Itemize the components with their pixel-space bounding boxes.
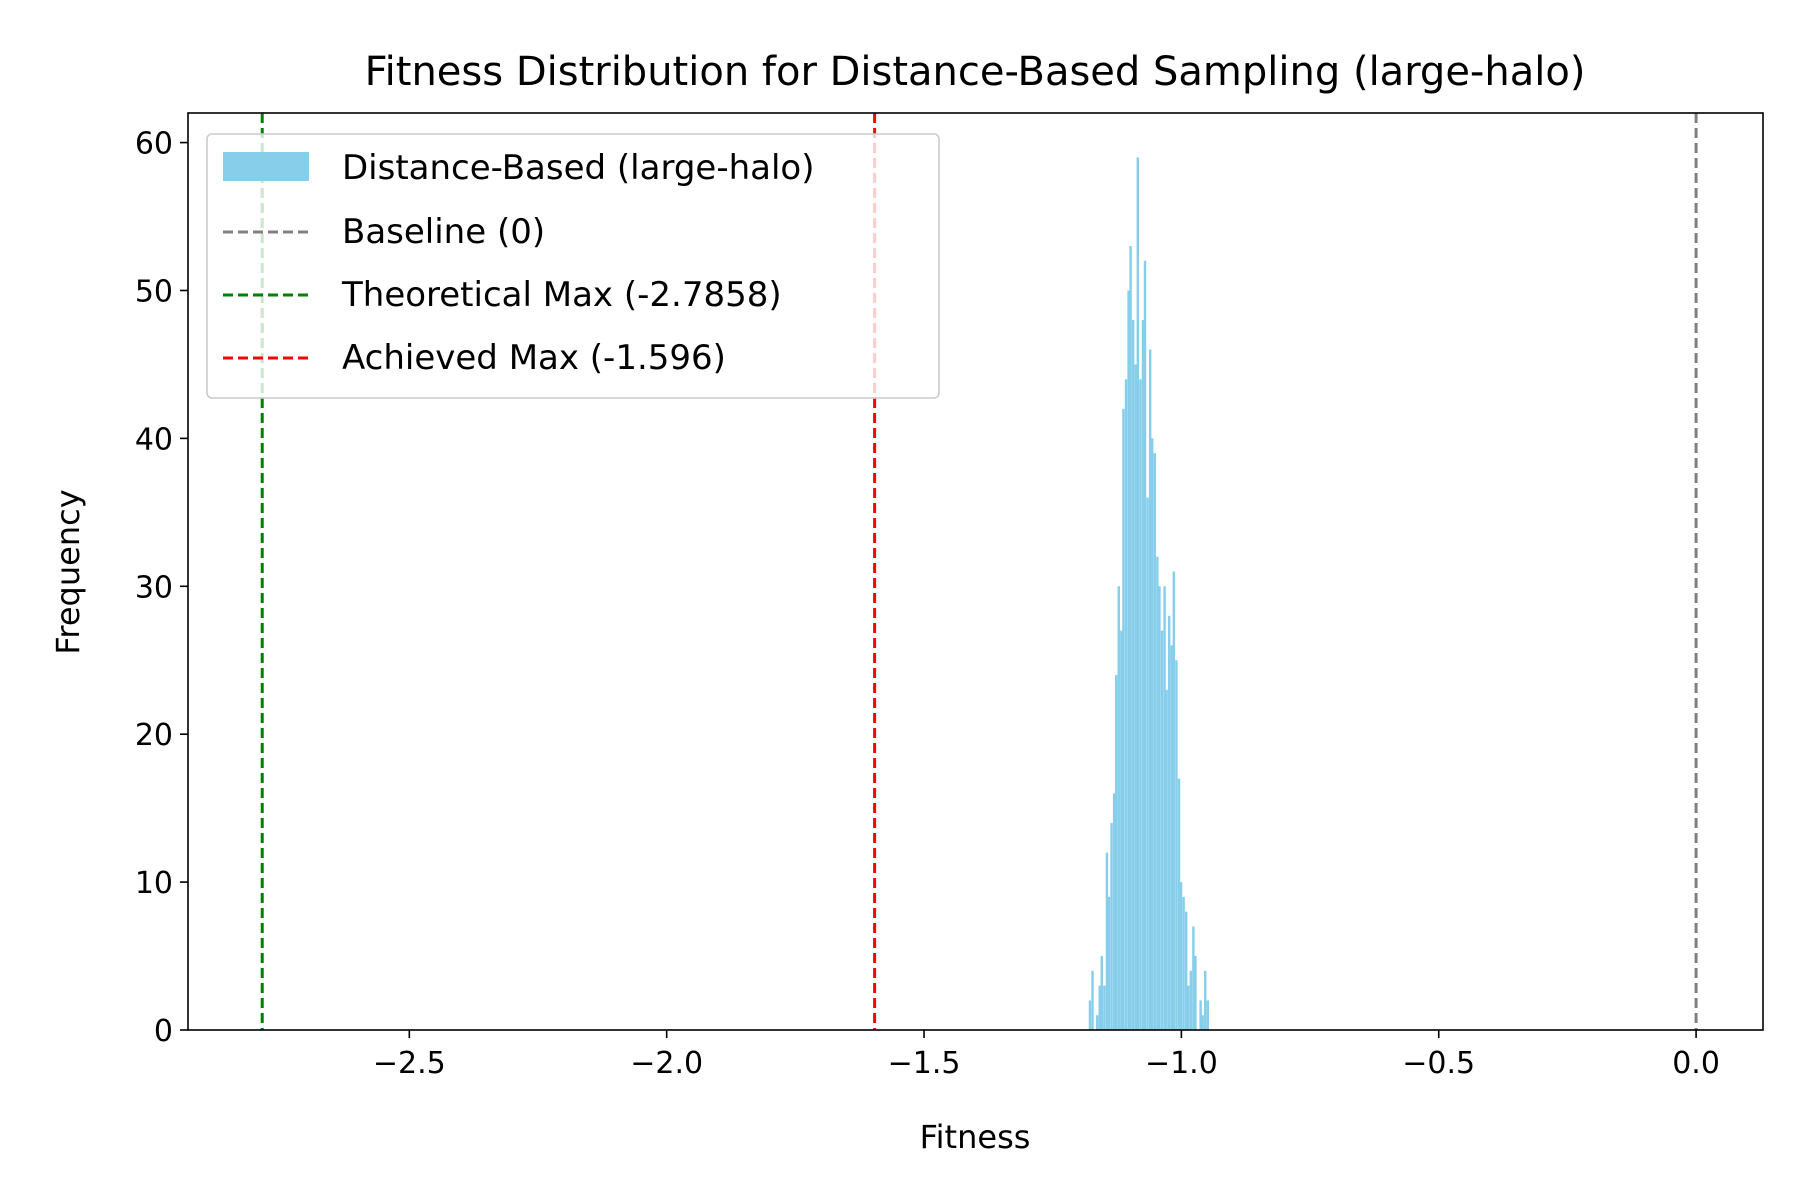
histogram-bar xyxy=(1124,379,1128,1031)
legend-frame xyxy=(206,133,940,399)
y-tick-label: 20 xyxy=(135,718,173,753)
histogram-bar xyxy=(1175,660,1178,1030)
x-tick-label: −1.5 xyxy=(888,1046,961,1081)
legend-label-baseline: Baseline (0) xyxy=(342,212,545,252)
y-tick-label: 10 xyxy=(135,866,173,901)
histogram-bar xyxy=(1160,630,1164,1030)
histogram-bar xyxy=(1088,1000,1092,1030)
y-axis-label: Frequency xyxy=(49,489,87,654)
histogram-bar xyxy=(1146,497,1149,1030)
histogram-bar xyxy=(1100,956,1103,1030)
histogram-bar xyxy=(1179,882,1183,1030)
histogram-bar xyxy=(1105,852,1109,1030)
histogram-bar xyxy=(1120,630,1123,1030)
histogram-bar xyxy=(1168,615,1171,1030)
histogram-bar xyxy=(1199,1000,1202,1030)
histogram-bar xyxy=(1204,970,1207,1030)
y-tick-label: 30 xyxy=(135,570,173,605)
x-tick-label: −2.0 xyxy=(630,1046,703,1081)
x-tick-label: −2.5 xyxy=(373,1046,446,1081)
y-axis-ticks: 0 10 20 30 40 50 60 xyxy=(135,127,188,1049)
histogram-bar xyxy=(1122,408,1125,1030)
legend: Distance-Based (large-halo) Baseline (0)… xyxy=(206,133,940,399)
x-axis-ticks: −2.5 −2.0 −1.5 −1.0 −0.5 0.0 xyxy=(373,1030,1720,1081)
histogram-bar xyxy=(1172,571,1176,1030)
histogram-bar xyxy=(1184,911,1188,1030)
histogram-bar xyxy=(1141,320,1145,1030)
histogram-bar xyxy=(1107,896,1111,1030)
histogram-bar xyxy=(1170,645,1173,1030)
legend-label-achieved-max: Achieved Max (-1.596) xyxy=(342,338,726,378)
histogram-bar xyxy=(1103,985,1106,1030)
histogram-bar xyxy=(1158,586,1161,1030)
histogram-bar xyxy=(1182,896,1185,1030)
histogram-bar xyxy=(1153,453,1157,1030)
histogram-bar xyxy=(1163,586,1166,1030)
histogram-bar xyxy=(1117,586,1120,1030)
histogram-bar xyxy=(1151,438,1154,1030)
histogram-bar xyxy=(1098,985,1101,1030)
histogram-bar xyxy=(1194,956,1197,1030)
x-tick-label: −0.5 xyxy=(1402,1046,1475,1081)
histogram-bar xyxy=(1187,985,1190,1030)
histogram-bar xyxy=(1134,364,1137,1030)
histogram-bar xyxy=(1165,689,1168,1030)
histogram-bar xyxy=(1110,822,1113,1030)
x-tick-label: 0.0 xyxy=(1672,1046,1720,1081)
histogram-bar xyxy=(1112,793,1116,1030)
y-tick-label: 50 xyxy=(135,274,173,309)
histogram-bar xyxy=(1114,675,1118,1030)
histogram-bars xyxy=(1088,157,1210,1031)
y-tick-label: 40 xyxy=(135,422,173,457)
histogram-bar xyxy=(1206,1000,1210,1030)
plot-frame xyxy=(187,112,1764,1031)
histogram-bar xyxy=(1127,290,1130,1031)
histogram-bar xyxy=(1201,1015,1204,1030)
histogram-bar xyxy=(1131,320,1135,1030)
x-axis-label: Fitness xyxy=(920,1118,1031,1156)
histogram-bar xyxy=(1136,157,1140,1030)
histogram-bar xyxy=(1143,260,1147,1030)
histogram-bar xyxy=(1148,349,1152,1030)
legend-label-histogram: Distance-Based (large-halo) xyxy=(342,148,815,188)
x-tick-label: −1.0 xyxy=(1145,1046,1218,1081)
histogram-bar xyxy=(1177,778,1181,1030)
y-tick-label: 0 xyxy=(154,1014,173,1049)
histogram-bar xyxy=(1156,556,1159,1030)
histogram-bar xyxy=(1095,1015,1099,1030)
histogram-bar xyxy=(1192,926,1195,1030)
y-tick-label: 60 xyxy=(135,127,173,162)
histogram-bar xyxy=(1139,379,1142,1031)
histogram-bar xyxy=(1189,970,1193,1030)
chart-title: Fitness Distribution for Distance-Based … xyxy=(365,49,1586,95)
histogram-bar xyxy=(1129,246,1132,1031)
histogram-bar xyxy=(1091,970,1094,1030)
legend-swatch-histogram xyxy=(223,152,309,181)
legend-label-theoretical-max: Theoretical Max (-2.7858) xyxy=(341,275,782,315)
